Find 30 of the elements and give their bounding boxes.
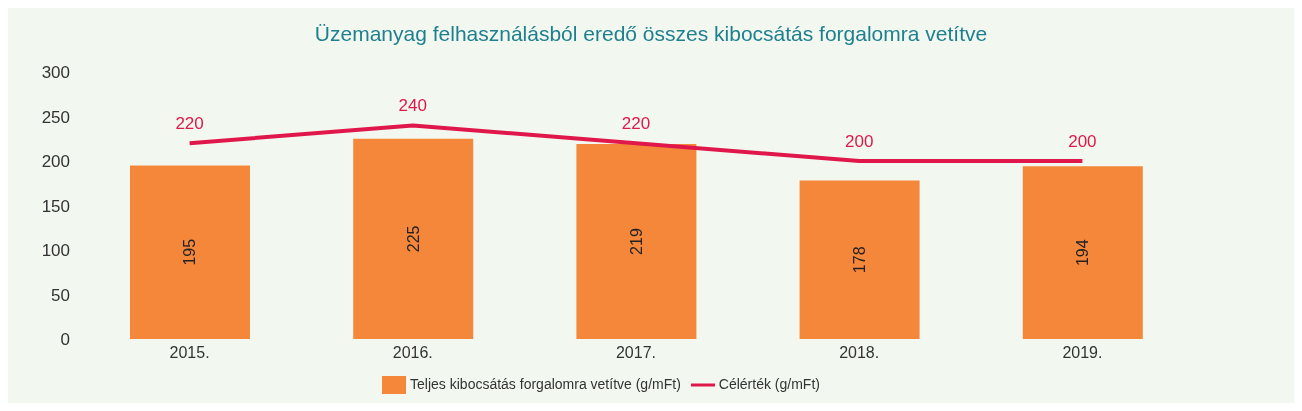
y-tick-label: 50: [51, 285, 70, 305]
x-tick-label: 2018.: [839, 344, 880, 362]
y-tick-label: 200: [41, 152, 70, 172]
y-tick-label: 0: [60, 330, 70, 350]
y-tick-label: 250: [41, 107, 70, 127]
data-label: 200: [845, 132, 874, 151]
x-tick-label: 2017.: [615, 344, 657, 362]
data-label: 178: [851, 246, 869, 274]
data-label: 200: [1068, 132, 1097, 151]
bar: [130, 165, 250, 339]
data-label: 194: [1074, 239, 1092, 267]
bar: [799, 180, 920, 339]
x-tick-label: 2015.: [169, 344, 210, 362]
chart-title: Üzemanyag felhasználásból eredő összes kibocsátás forgalomra vetítve: [313, 21, 989, 47]
x-tick-label: 2016.: [392, 344, 433, 362]
legend-label: Célérték (g/mFt): [718, 375, 820, 392]
y-tick-label: 150: [41, 196, 70, 216]
x-tick-label: 2019.: [1062, 344, 1103, 362]
data-label: 225: [404, 225, 422, 253]
data-label: 240: [398, 96, 427, 116]
data-label: 219: [627, 228, 645, 255]
data-label: 220: [175, 114, 204, 134]
data-label: 195: [181, 238, 199, 266]
y-tick-label: 100: [41, 241, 70, 261]
bar: [1022, 166, 1143, 339]
data-label: 220: [621, 114, 651, 134]
legend-label: Teljes kibocsátás forgalomra vetítve (g/mFt): [410, 375, 681, 392]
bar: [576, 144, 697, 339]
y-tick-label: 300: [41, 63, 70, 83]
bar: [353, 138, 474, 339]
